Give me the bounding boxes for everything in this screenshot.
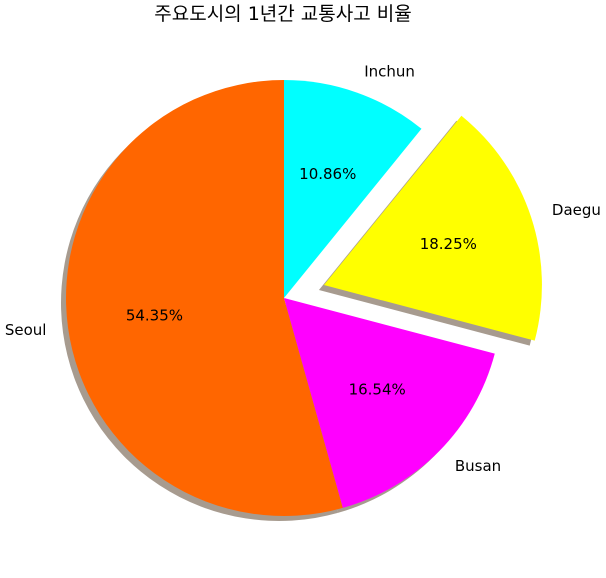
slice-label-seoul: Seoul <box>5 321 47 339</box>
slice-inchun <box>284 80 422 298</box>
slice-daegu <box>323 115 542 341</box>
percent-label-busan: 16.54% <box>349 380 406 398</box>
slice-label-inchun: Inchun <box>364 63 415 81</box>
percent-label-daegu: 18.25% <box>420 235 477 253</box>
slice-label-daegu: Daegu <box>552 201 601 219</box>
percent-label-inchun: 10.86% <box>299 165 356 183</box>
pie-slices <box>65 80 542 517</box>
percent-label-seoul: 54.35% <box>126 306 183 324</box>
slice-busan <box>284 298 495 508</box>
slice-seoul <box>65 80 343 517</box>
slice-label-busan: Busan <box>455 457 501 475</box>
chart-title: 주요도시의 1년간 교통사고 비율 <box>154 3 411 25</box>
pie-labels: Seoul 54.35% Busan 16.54% Daegu 18.25% Inchun 1… <box>5 63 601 475</box>
